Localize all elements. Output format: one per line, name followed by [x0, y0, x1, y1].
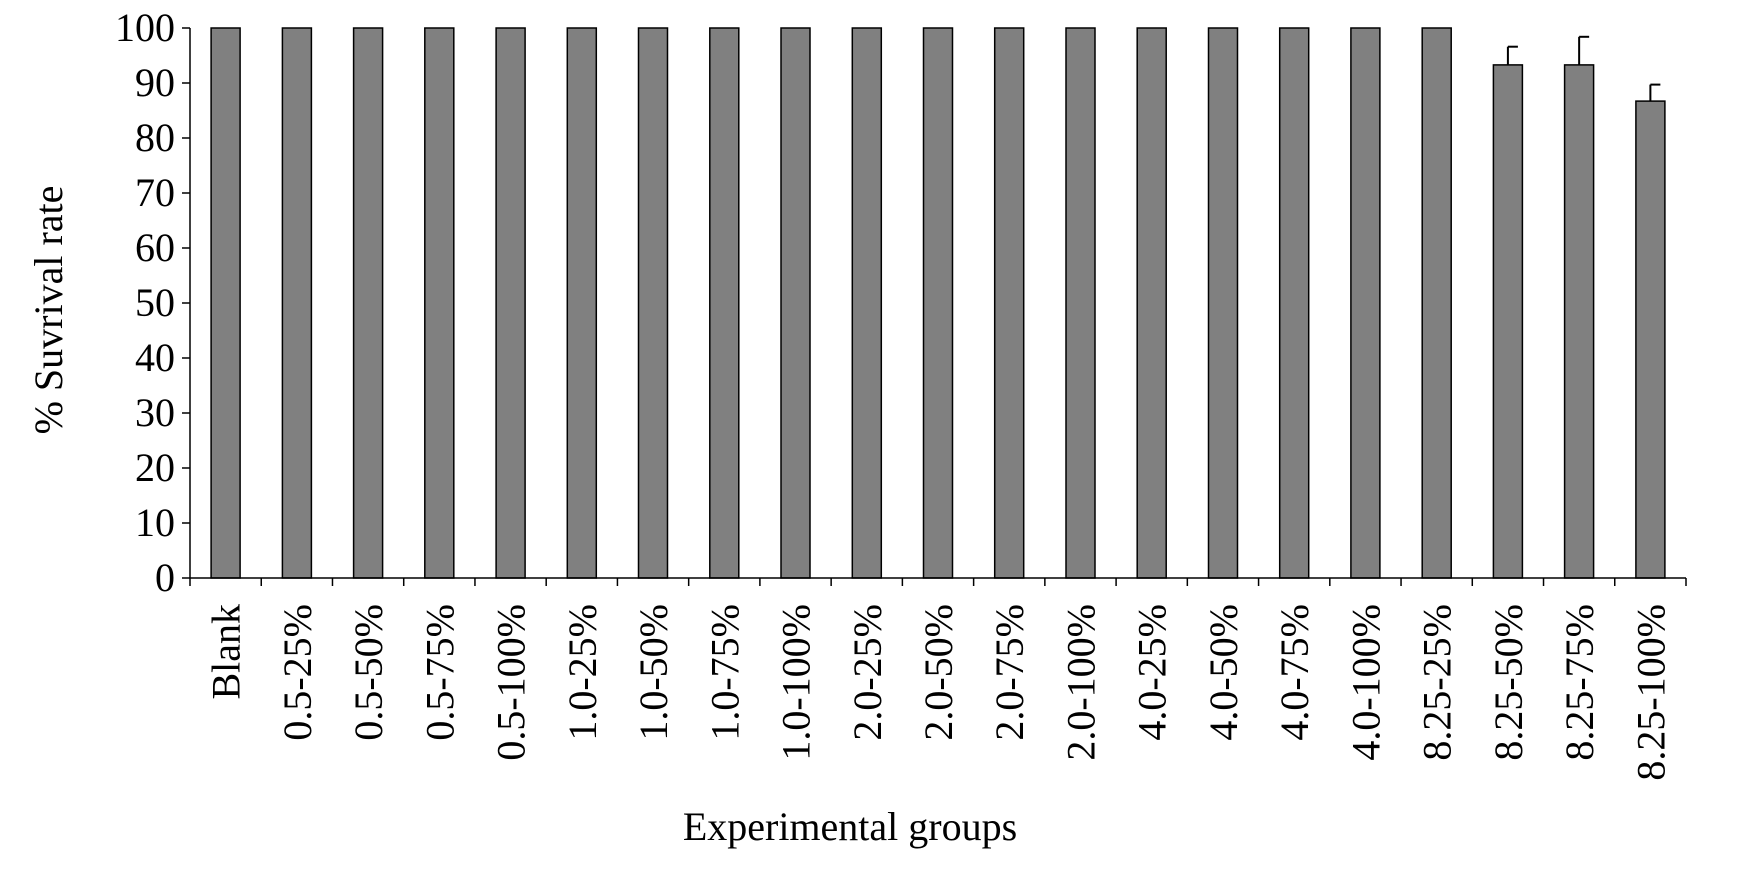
y-tick-label: 0	[155, 555, 175, 600]
y-tick-label: 20	[135, 445, 175, 490]
y-tick-label: 50	[135, 280, 175, 325]
bar	[210, 27, 241, 579]
x-tick-label: 8.25-50%	[1486, 604, 1531, 761]
y-tick-label: 90	[135, 60, 175, 105]
x-tick-label: Blank	[204, 604, 249, 700]
bar	[1421, 27, 1452, 579]
y-tick-label: 40	[135, 335, 175, 380]
y-axis-title: % Suvrival rate	[26, 186, 71, 435]
bar	[1278, 27, 1310, 579]
bar	[566, 27, 598, 579]
x-tick-label: 0.5-100%	[489, 604, 534, 761]
x-tick-label: 2.0-50%	[916, 604, 961, 741]
x-tick-label: 8.25-100%	[1628, 604, 1673, 781]
x-axis-title: Experimental groups	[683, 804, 1017, 849]
bar	[281, 27, 313, 579]
x-tick-label: 2.0-100%	[1059, 604, 1104, 761]
x-tick-label: 8.25-75%	[1557, 604, 1602, 761]
x-tick-label: 0.5-50%	[346, 604, 391, 741]
bars-group	[210, 27, 1666, 579]
y-ticks-group: 0 10 20 30 40 50 60 70 80 90 100	[115, 5, 190, 600]
bar	[780, 27, 811, 579]
x-tick-label: 1.0-75%	[702, 604, 747, 741]
bar	[1635, 100, 1666, 579]
bar	[1492, 64, 1524, 579]
bar	[1065, 27, 1096, 579]
x-tick-label: 8.25-25%	[1415, 604, 1460, 761]
bar	[637, 27, 669, 579]
error-bars-group	[1506, 35, 1661, 102]
x-tick-label: 4.0-75%	[1272, 604, 1317, 741]
bar	[993, 27, 1025, 579]
x-tick-label: 1.0-100%	[774, 604, 819, 761]
x-tick-label: 0.5-25%	[275, 604, 320, 741]
y-tick-label: 10	[135, 500, 175, 545]
bar	[495, 27, 526, 579]
y-tick-label: 60	[135, 225, 175, 270]
x-tick-label: 2.0-75%	[987, 604, 1032, 741]
y-tick-label: 80	[135, 115, 175, 160]
bar	[1563, 64, 1595, 579]
bar	[709, 27, 740, 579]
bar	[1207, 27, 1239, 579]
bar	[922, 27, 954, 579]
bar	[352, 27, 384, 579]
x-tick-label: 4.0-100%	[1343, 604, 1388, 761]
y-tick-label: 30	[135, 390, 175, 435]
x-tick-label: 1.0-50%	[631, 604, 676, 741]
y-tick-label: 100	[115, 5, 175, 50]
x-tick-label: 0.5-75%	[417, 604, 462, 741]
bar	[1136, 27, 1167, 579]
x-tick-label: 4.0-25%	[1130, 604, 1175, 741]
bar	[424, 27, 455, 579]
bar	[1350, 27, 1381, 579]
y-tick-label: 70	[135, 170, 175, 215]
x-tick-label: 4.0-50%	[1201, 604, 1246, 741]
bar	[851, 27, 883, 579]
x-tick-label: 2.0-25%	[845, 604, 890, 741]
x-ticks-group: Blank 0.5-25% 0.5-50% 0.5-75% 0.5-100% 1.0-25…	[189, 578, 1687, 781]
x-tick-label: 1.0-25%	[560, 604, 605, 741]
